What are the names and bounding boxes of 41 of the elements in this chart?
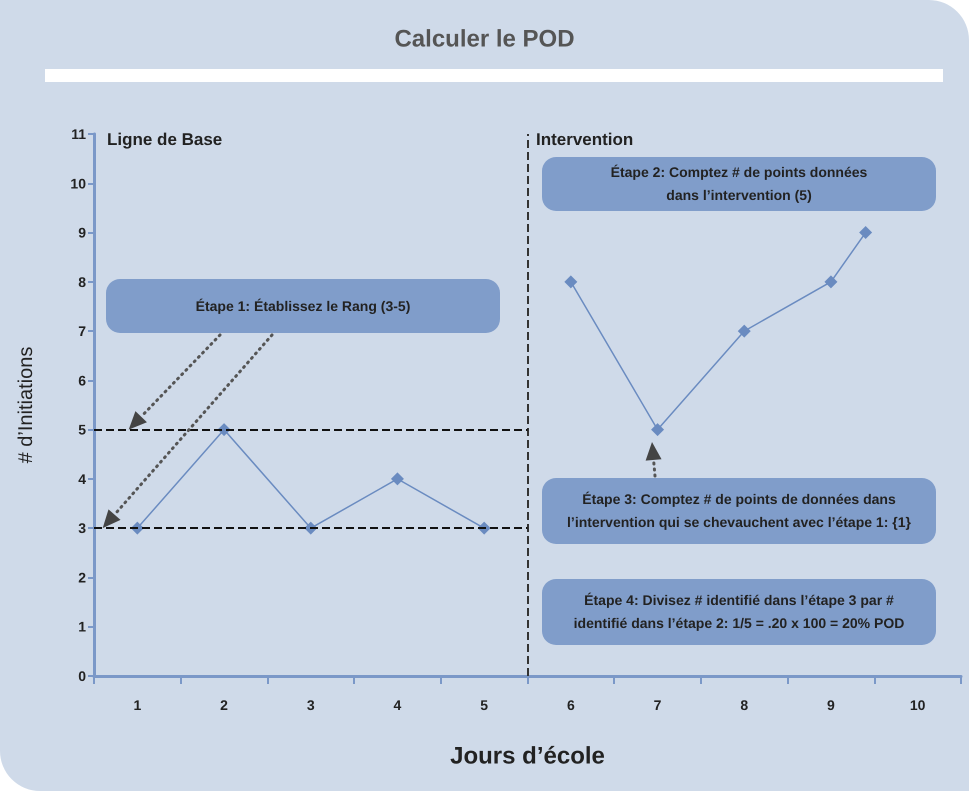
point	[651, 423, 664, 436]
x-tick-label: 7	[654, 697, 662, 713]
y-tick-label: 7	[78, 323, 86, 340]
x-tick-label: 4	[394, 697, 402, 713]
y-axis-title: # d’Initiations	[15, 346, 37, 464]
annotation: Étape 1: Établissez le Rang (3-5)	[196, 296, 410, 316]
y-tick-label: 0	[78, 668, 86, 684]
callout-box: Étape 3: Comptez # de points de données dans l’intervention qui se chevauchent avec l’étape 1: {1}	[542, 478, 936, 544]
x-tick-label: 10	[910, 697, 926, 713]
x-tick-label: 9	[827, 697, 836, 713]
point	[390, 472, 404, 486]
callout-box: Étape 2: Comptez # de points données dans l’intervention (5)	[542, 157, 936, 211]
y-tick-label: 6	[78, 372, 86, 388]
x-tick-label: 6	[566, 697, 575, 713]
point	[738, 324, 751, 338]
x-tick-label: 8	[740, 697, 748, 713]
callout-box: Étape 1: Établissez le Rang (3-5)	[106, 279, 500, 333]
y-tick-label: 3	[78, 520, 86, 536]
y-tick-label: 11	[71, 126, 86, 142]
point	[824, 275, 838, 288]
y-tick-label: 1	[78, 618, 86, 635]
x-tick-label: 1	[133, 697, 142, 713]
y-tick-label: 9	[78, 224, 86, 241]
y-tick-label: 10	[70, 175, 86, 192]
x-axis-title: Jours d’école	[450, 742, 605, 770]
annotation: Étape 4: Divisez # identifié dans l’étape 3 par # identifié dans l’étape 2: 1/5 = .20 x 100 = 20% POD	[572, 591, 906, 633]
annotation: Étape 2: Comptez # de points données dans l’intervention (5)	[610, 163, 868, 205]
y-tick-label: 5	[78, 422, 86, 438]
x-tick-label: 5	[480, 697, 488, 713]
y-tick-label: 2	[78, 569, 86, 586]
point	[564, 275, 578, 288]
chart-title: Calculer le POD	[394, 26, 575, 52]
annotation: Ligne de Base	[107, 130, 222, 149]
y-tick-label: 4	[78, 470, 86, 487]
y-tick-label: 8	[78, 274, 86, 290]
callout-box: Étape 4: Divisez # identifié dans l’étape 3 par # identifié dans l’étape 2: 1/5 = .20 x 100 = 20% POD	[542, 579, 936, 645]
x-tick-label: 2	[220, 697, 228, 713]
point	[859, 226, 872, 240]
annotation: Étape 3: Comptez # de points de données dans l’intervention qui se chevauchent avec l’étape 1: {1}	[566, 490, 912, 532]
annotation: Intervention	[536, 130, 634, 149]
x-tick-label: 3	[306, 697, 315, 713]
